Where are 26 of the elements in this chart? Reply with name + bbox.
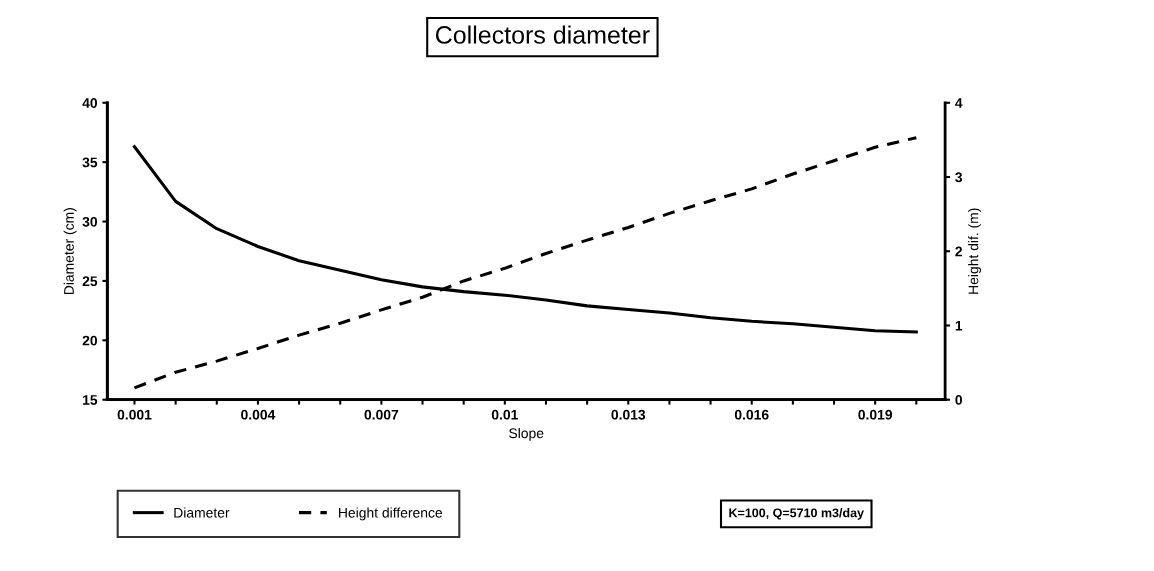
x-tick-label: 0.01 <box>491 409 518 420</box>
line-series <box>132 136 918 390</box>
text: K=100, Q=5710 m3/day <box>729 508 864 520</box>
y-tick-label: 40 <box>82 98 98 108</box>
x-tick-label: 0.013 <box>611 409 646 420</box>
legend-label: Height difference <box>339 507 443 521</box>
y2-tick-label: 0 <box>955 395 962 405</box>
x-tick-label: 0.007 <box>364 409 399 420</box>
y-tick-label: 30 <box>82 216 98 227</box>
y2-tick-label: 3 <box>955 172 963 183</box>
y-tick-label: 15 <box>83 395 98 405</box>
y-tick-label: 20 <box>82 335 98 346</box>
y2-tick-label: 2 <box>955 246 963 257</box>
y-tick-label: 25 <box>82 276 98 287</box>
y-tick-label: 35 <box>82 157 98 168</box>
chart-title: Collectors diameter <box>435 25 650 44</box>
x-tick-label: 0.004 <box>241 409 276 420</box>
y2-axis-title: Height dif. (m) <box>968 208 982 294</box>
x-tick-label: 0.016 <box>734 409 769 420</box>
y2-tick-label: 1 <box>955 320 963 331</box>
x-tick-label: 0.001 <box>117 409 152 420</box>
y2-tick-label: 4 <box>955 98 963 108</box>
x-tick-label: 0.019 <box>858 409 893 420</box>
legend-label: Diameter <box>174 507 230 518</box>
x-axis-title: Slope <box>509 427 544 441</box>
y-axis-title: Diameter (cm) <box>63 208 77 295</box>
